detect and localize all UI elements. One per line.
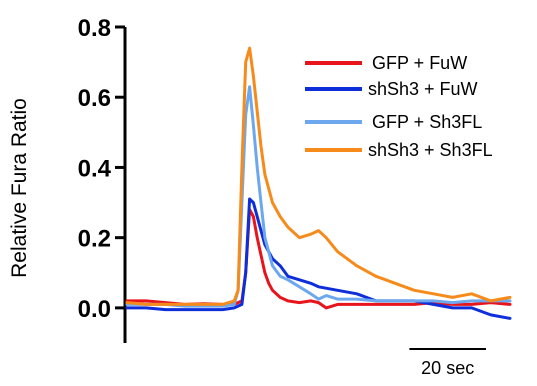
legend: GFP + FuW shSh3 + FuW GFP + Sh3FL shSh3 + S… bbox=[305, 53, 493, 160]
series-line-3 bbox=[125, 85, 512, 308]
y-tick-label: 0.0 bbox=[78, 296, 111, 323]
y-tick-label: 0.6 bbox=[78, 85, 111, 112]
y-tick-label: 0.4 bbox=[78, 155, 112, 182]
y-axis: 0.0 0.2 0.4 0.6 0.8 bbox=[78, 15, 127, 343]
legend-label-4: shSh3 + Sh3FL bbox=[368, 140, 493, 160]
y-tick-label: 0.8 bbox=[78, 15, 111, 42]
legend-label-1: GFP + FuW bbox=[372, 53, 467, 73]
traces bbox=[125, 46, 512, 320]
legend-label-3: GFP + Sh3FL bbox=[372, 112, 482, 132]
scale-bar: 20 sec bbox=[409, 348, 486, 378]
scale-bar-label: 20 sec bbox=[421, 358, 474, 378]
y-tick-label: 0.2 bbox=[78, 226, 111, 253]
y-axis-label: Relative Fura Ratio bbox=[8, 98, 31, 278]
series-line-4 bbox=[125, 46, 512, 306]
legend-label-2: shSh3 + FuW bbox=[368, 79, 478, 99]
series-line-1 bbox=[125, 208, 512, 310]
